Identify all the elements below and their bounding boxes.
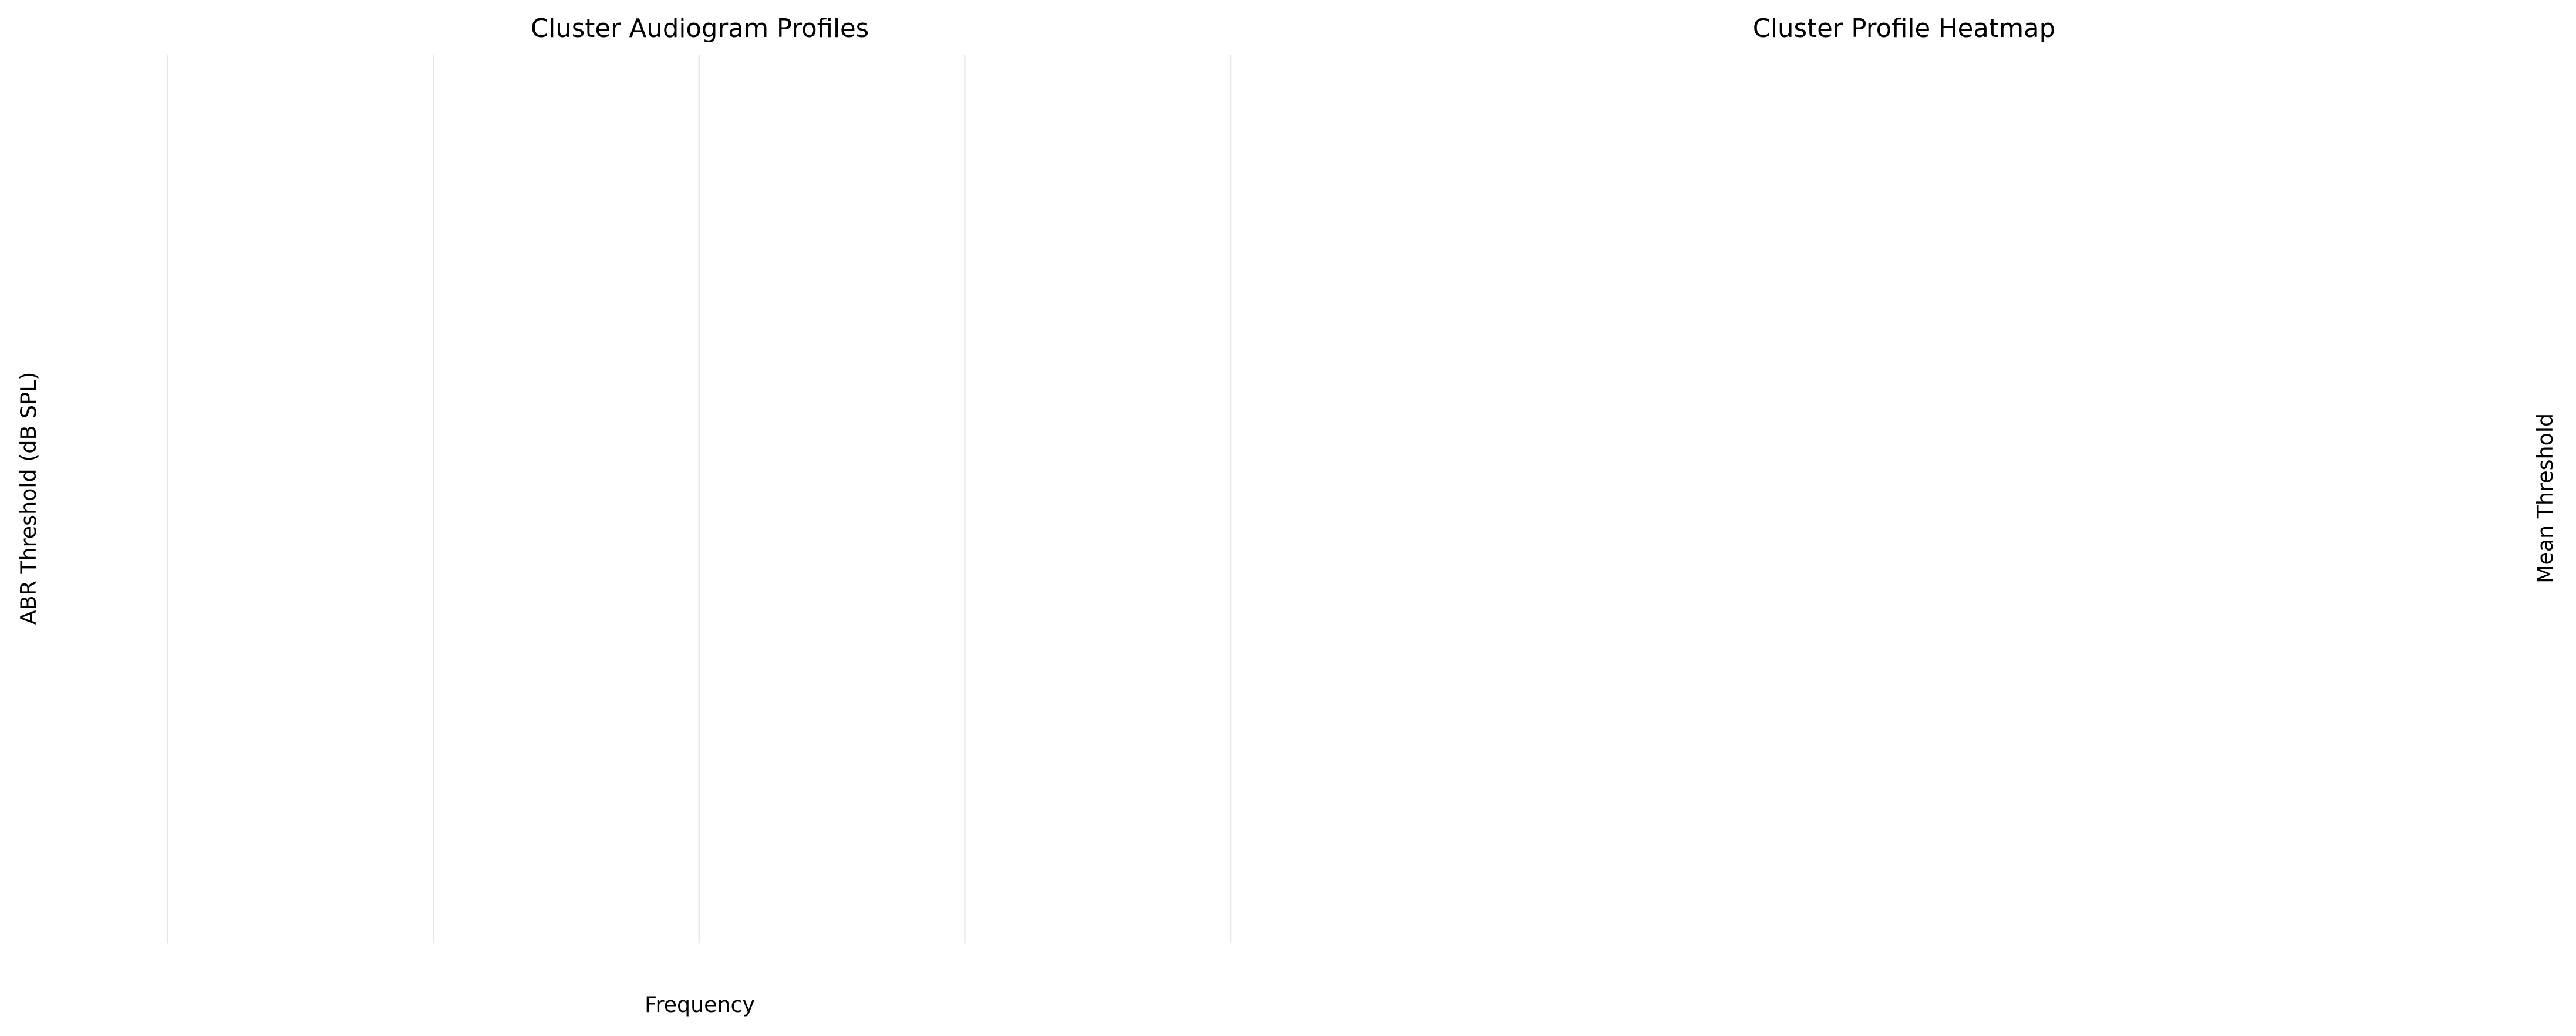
chart-title: Cluster Audiogram Profiles: [531, 14, 869, 43]
heatmap-title: Cluster Profile Heatmap: [1753, 14, 2055, 43]
x-axis-label: Frequency: [645, 992, 755, 1017]
y-axis-label: ABR Threshold (dB SPL): [16, 372, 41, 625]
colorbar-label: Mean Threshold: [2533, 413, 2558, 583]
